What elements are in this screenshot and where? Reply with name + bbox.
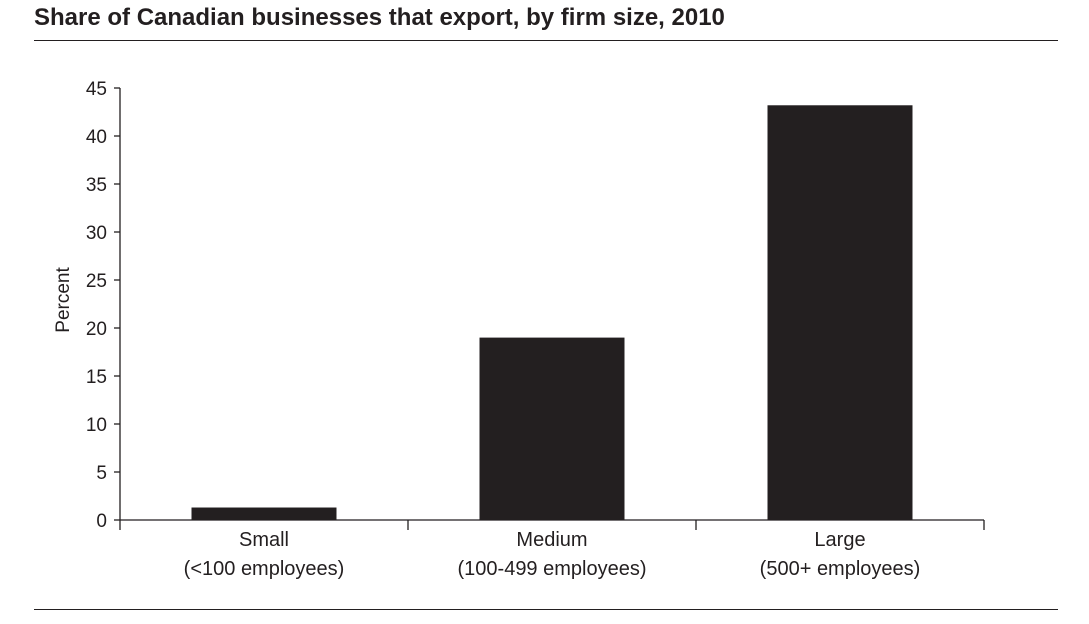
y-tick-label: 15 bbox=[86, 367, 107, 388]
y-axis: 0 5 10 15 20 25 30 35 40 45 bbox=[86, 79, 121, 532]
x-tick-label-name: Small bbox=[239, 529, 289, 551]
y-tick-label: 20 bbox=[86, 319, 107, 340]
bar-large bbox=[767, 105, 913, 520]
y-tick-label: 40 bbox=[86, 127, 107, 148]
x-tick-label-range: (<100 employees) bbox=[184, 558, 345, 580]
x-tick-label-range: (500+ employees) bbox=[760, 558, 921, 580]
y-tick-label: 45 bbox=[86, 79, 107, 100]
bars bbox=[191, 105, 913, 520]
y-tick-label: 5 bbox=[96, 463, 107, 484]
x-tick-label-name: Medium bbox=[516, 529, 587, 551]
x-tick-label-range: (100-499 employees) bbox=[458, 558, 647, 580]
chart-title: Share of Canadian businesses that export… bbox=[34, 4, 725, 31]
y-tick-label: 30 bbox=[86, 223, 107, 244]
bar-small bbox=[191, 507, 337, 520]
y-tick-label: 35 bbox=[86, 175, 107, 196]
x-tick-labels: Small (<100 employees) Medium (100-499 empl… bbox=[184, 529, 921, 580]
y-tick-label: 10 bbox=[86, 415, 107, 436]
bar-medium bbox=[479, 337, 625, 520]
bottom-rule bbox=[34, 609, 1058, 610]
y-axis-label: Percent bbox=[53, 267, 74, 333]
top-rule bbox=[34, 40, 1058, 41]
y-tick-label: 25 bbox=[86, 271, 107, 292]
x-tick-label-name: Large bbox=[814, 529, 865, 551]
y-tick-label: 0 bbox=[96, 511, 107, 532]
